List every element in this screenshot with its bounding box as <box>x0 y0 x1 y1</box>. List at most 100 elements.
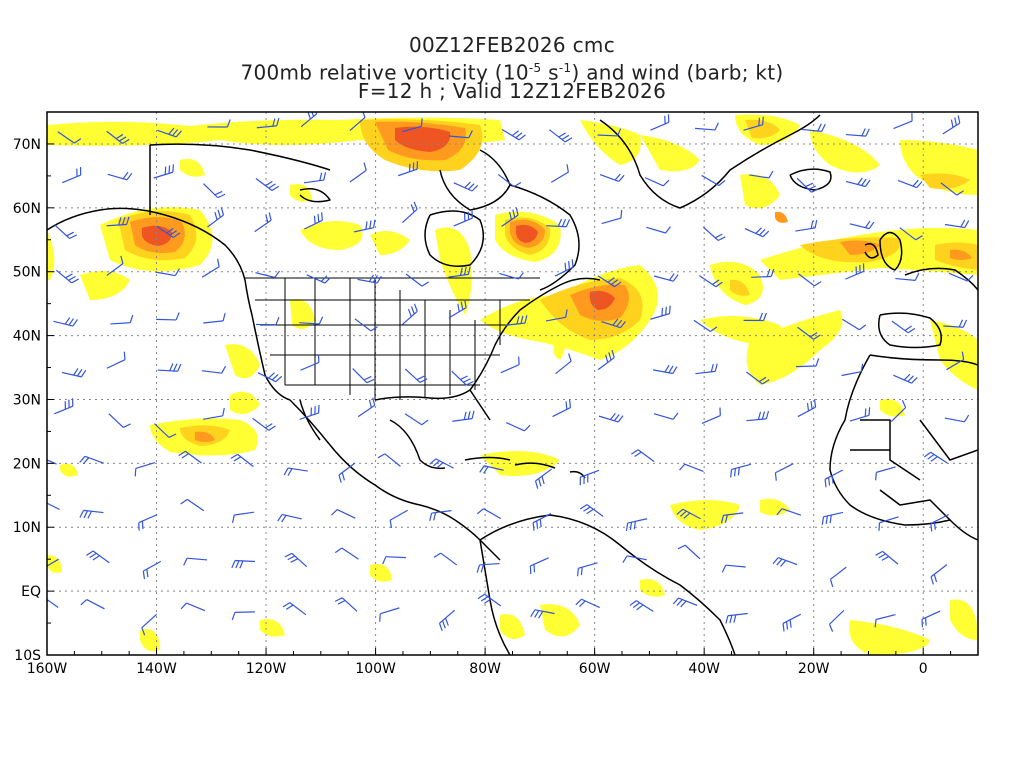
wind-barb <box>55 269 79 284</box>
lat-lon-grid <box>47 112 978 655</box>
wind-barb <box>725 612 748 624</box>
title-part: 700mb relative vorticity (10 <box>240 60 529 85</box>
wind-barb <box>255 317 280 326</box>
wind-barb <box>842 318 867 331</box>
wind-barb <box>695 363 718 375</box>
wind-barb <box>53 317 78 327</box>
wind-barb <box>721 564 746 573</box>
wind-barb <box>178 450 202 464</box>
wind-barb <box>845 263 865 280</box>
wind-barb <box>897 179 923 189</box>
wind-barb <box>849 220 875 230</box>
vorticity-max <box>142 126 615 310</box>
wind-barb <box>284 552 308 568</box>
lat-label: 20N <box>13 456 41 472</box>
wind-barb <box>652 364 678 375</box>
wind-barb <box>404 413 429 426</box>
wind-barb <box>797 399 817 418</box>
wind-barb <box>501 207 519 227</box>
wind-barb <box>597 275 622 288</box>
wind-barb <box>252 417 276 431</box>
axis-ticks <box>46 111 979 656</box>
wind-barb <box>476 562 500 573</box>
wind-barb <box>497 173 522 188</box>
lon-label: 40W <box>688 661 720 677</box>
wind-barb <box>895 272 920 281</box>
title-exponent: -5 <box>528 61 542 75</box>
wind-barb <box>106 216 130 227</box>
wind-barb <box>577 562 598 577</box>
wind-barb <box>300 354 320 371</box>
lon-label: 160W <box>27 661 68 677</box>
wind-barb <box>282 602 307 616</box>
wind-barb <box>505 422 531 432</box>
wind-barb <box>155 268 180 277</box>
wind-barb <box>878 516 899 531</box>
wind-barb <box>653 273 679 282</box>
wind-barb <box>157 127 182 138</box>
wind-barb <box>798 273 822 287</box>
wind-barb <box>797 326 821 340</box>
wind-barb <box>304 212 323 230</box>
wind-barb <box>153 164 174 179</box>
lon-label: 120W <box>246 661 287 677</box>
wind-barb <box>231 511 255 523</box>
wind-barb <box>499 272 524 280</box>
chart-title-line-2: 700mb relative vorticity (10-5 s-1) and … <box>0 57 1024 84</box>
wind-barb <box>597 128 622 137</box>
wind-barb <box>899 227 923 241</box>
wind-barb <box>451 370 474 386</box>
wind-barb <box>448 299 467 319</box>
wind-barb <box>389 509 408 529</box>
wind-barb <box>552 399 572 418</box>
wind-barb <box>782 613 802 632</box>
wind-barb <box>743 116 764 131</box>
wind-barb <box>629 600 654 612</box>
wind-barb <box>79 455 104 465</box>
wind-barb <box>845 177 871 188</box>
wind-barb <box>821 511 844 525</box>
wind-barb <box>500 356 520 374</box>
wind-barb <box>110 314 134 325</box>
wind-barb <box>795 220 818 232</box>
wind-barb <box>824 469 844 488</box>
wind-barb <box>631 449 655 463</box>
wind-barbs <box>47 112 974 636</box>
wind-barb <box>890 399 907 422</box>
wind-barb <box>141 613 158 636</box>
wind-barb <box>625 518 648 532</box>
wind-barb <box>944 219 970 229</box>
wind-barb <box>774 463 794 481</box>
wind-barb <box>357 397 376 418</box>
wind-barb <box>201 365 227 374</box>
wind-barb <box>893 373 918 384</box>
wind-barb <box>940 182 964 196</box>
wind-barb <box>601 210 623 225</box>
wind-barb <box>61 167 82 184</box>
wind-barb <box>156 312 180 321</box>
wind-barb <box>746 371 770 385</box>
wind-barb <box>202 407 225 420</box>
wind-barb <box>157 363 182 372</box>
wind-barb <box>86 550 110 564</box>
wind-barb <box>201 258 220 278</box>
wind-barb <box>154 423 177 438</box>
wind-barb <box>701 174 726 187</box>
wind-barb <box>453 210 473 227</box>
lon-label: 100W <box>355 661 396 677</box>
lon-label: 20W <box>798 661 830 677</box>
wind-barb <box>548 129 573 143</box>
wind-barb <box>534 468 552 489</box>
wind-barb <box>429 458 454 469</box>
wind-barb <box>943 319 968 328</box>
wind-barb <box>54 224 78 240</box>
wind-barb <box>653 412 679 420</box>
wind-barb <box>529 557 549 574</box>
wind-barb <box>776 508 802 516</box>
wind-barb <box>530 609 555 619</box>
lat-label: 40N <box>13 329 41 345</box>
wind-barb <box>382 556 406 565</box>
wind-barb <box>349 162 367 183</box>
wind-barb <box>476 508 502 520</box>
wind-barb <box>698 275 723 288</box>
